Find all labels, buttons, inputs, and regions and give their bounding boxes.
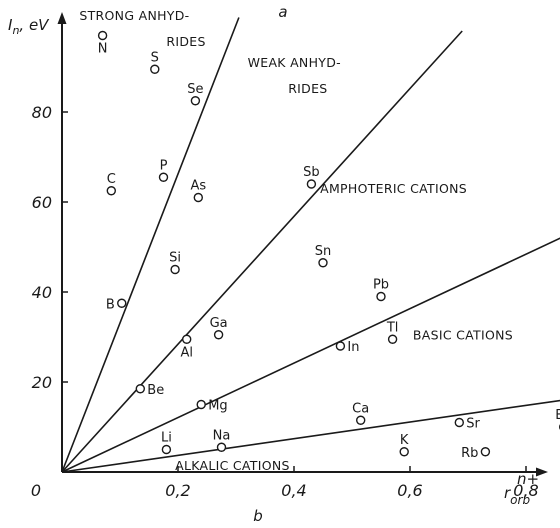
data-point-n	[97, 30, 108, 41]
point-label-mg: Mg	[208, 399, 227, 414]
data-point-s	[150, 64, 160, 74]
point-label-ca: Ca	[352, 401, 369, 416]
region-label: AMPHOTERIC CATIONS	[320, 181, 467, 196]
data-point-li	[161, 444, 172, 455]
data-point-ca	[356, 415, 366, 425]
data-point-sr	[454, 417, 464, 428]
region-label: RIDES	[288, 81, 327, 96]
point-label-c: C	[107, 172, 116, 187]
x-axis-arrow	[536, 467, 548, 477]
x-tick-label: 0,4	[281, 481, 306, 500]
point-label-al: Al	[180, 345, 193, 360]
data-point-c	[106, 186, 117, 196]
data-point-as	[193, 192, 204, 203]
boundary-line-1	[61, 17, 240, 473]
region-label: BASIC CATIONS	[413, 327, 513, 342]
point-label-sn: Sn	[315, 244, 332, 259]
point-label-b: B	[106, 297, 115, 312]
x-axis-label-sub: orb	[510, 493, 530, 507]
panel-label-b: b	[253, 507, 263, 525]
data-point-ga	[213, 330, 224, 340]
x-tick-label: 0,2	[165, 481, 190, 500]
point-label-ba: Ba	[555, 408, 560, 423]
y-tick-label: 40	[32, 283, 52, 302]
point-label-li: Li	[161, 431, 172, 446]
point-label-sr: Sr	[466, 417, 480, 432]
data-point-si	[170, 264, 180, 275]
point-label-s: S	[151, 50, 159, 65]
x-axis-label-sup: n+	[517, 470, 539, 488]
y-tick-label: 80	[32, 103, 52, 122]
point-label-in: In	[347, 340, 359, 355]
point-label-be: Be	[147, 383, 164, 398]
y-axis-arrow	[57, 12, 67, 24]
y-axis-label-unit: , eV	[19, 16, 50, 34]
boundary-line-2	[61, 30, 463, 473]
y-tick-label: 20	[32, 373, 52, 392]
x-tick-label: 0,8	[513, 481, 538, 500]
data-point-na	[216, 442, 227, 452]
point-label-k: K	[400, 433, 409, 448]
point-label-ga: Ga	[210, 316, 228, 331]
region-label: STRONG ANHYD-	[79, 8, 189, 23]
point-label-rb: Rb	[461, 446, 478, 461]
region-label: WEAK ANHYD-	[248, 55, 341, 70]
point-label-si: Si	[169, 251, 181, 266]
region-label: RIDES	[166, 34, 205, 49]
x-axis-label: rorb	[504, 484, 530, 507]
x-tick-label: 0,6	[397, 481, 422, 500]
boundary-line-4	[61, 399, 560, 473]
data-point-sn	[318, 258, 328, 268]
data-point-k	[399, 447, 409, 457]
point-label-pb: Pb	[373, 278, 389, 293]
data-point-se	[190, 96, 201, 106]
y-tick-label: 60	[32, 193, 52, 212]
data-point-pb	[376, 291, 386, 302]
data-point-al	[181, 334, 192, 344]
data-point-tl	[387, 334, 398, 344]
data-point-be	[135, 384, 146, 394]
data-point-p	[158, 172, 169, 182]
point-label-p: P	[160, 158, 168, 173]
y-axis-label: In, eV	[8, 16, 50, 37]
point-label-tl: Tl	[386, 320, 399, 335]
point-label-na: Na	[213, 428, 231, 443]
y-axis-label-main: I	[8, 16, 13, 34]
point-label-n: N	[98, 42, 108, 57]
data-point-in	[335, 341, 346, 351]
origin-label: 0	[31, 481, 41, 500]
data-point-rb	[480, 447, 491, 457]
point-label-as: As	[190, 179, 206, 194]
data-point-b	[117, 298, 127, 308]
x-axis-label-main: r	[504, 484, 511, 502]
data-point-mg	[196, 399, 206, 410]
point-label-sb: Sb	[303, 165, 320, 180]
panel-label-a: a	[278, 3, 287, 21]
point-label-se: Se	[187, 82, 203, 97]
y-axis-label-sub: n	[12, 24, 19, 37]
region-label: ALKALIC CATIONS	[175, 458, 290, 473]
boundary-line-3	[61, 237, 560, 473]
data-point-sb	[306, 179, 317, 189]
